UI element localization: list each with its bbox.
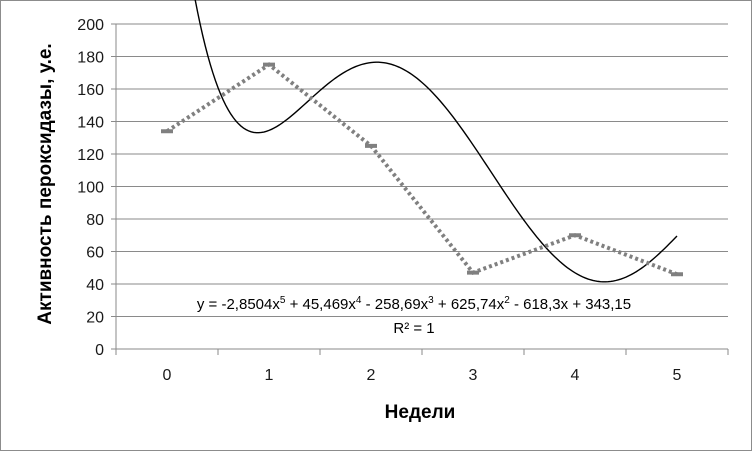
axes [111,23,729,355]
y-axis-title: Активность пероксидазы, у.е. [35,43,56,324]
y-tick-label: 40 [86,277,104,294]
series-line [165,62,678,277]
x-tick-label: 2 [367,367,376,384]
x-tick-label: 0 [163,367,172,384]
y-tick-label: 120 [77,147,104,164]
y-tick-label: 80 [86,212,104,229]
x-tick-labels: 0 1 2 3 4 5 [163,367,682,384]
y-tick-label: 60 [86,245,104,262]
y-tick-labels: 0 20 40 60 80 100 120 140 160 180 200 [77,17,104,359]
grid-lines [116,23,728,317]
x-tick-label: 4 [571,367,580,384]
trendline [194,0,678,283]
x-tick-label: 1 [265,367,274,384]
y-tick-label: 180 [77,50,104,67]
y-tick-label: 140 [77,115,104,132]
y-tick-label: 20 [86,310,104,327]
y-tick-label: 100 [77,180,104,197]
trendline-equation: y = -2,8504x5 + 45,469x4 - 258,69x3 + 62… [197,295,631,313]
data-series [161,62,683,277]
y-tick-label: 160 [77,82,104,99]
x-tick-label: 3 [469,367,478,384]
r-squared-label: R² = 1 [393,320,434,337]
x-axis-title: Недели [385,402,456,423]
y-tick-label: 200 [77,17,104,34]
trendline-curve [194,0,678,283]
y-tick-label: 0 [95,342,104,359]
x-tick-label: 5 [673,367,682,384]
